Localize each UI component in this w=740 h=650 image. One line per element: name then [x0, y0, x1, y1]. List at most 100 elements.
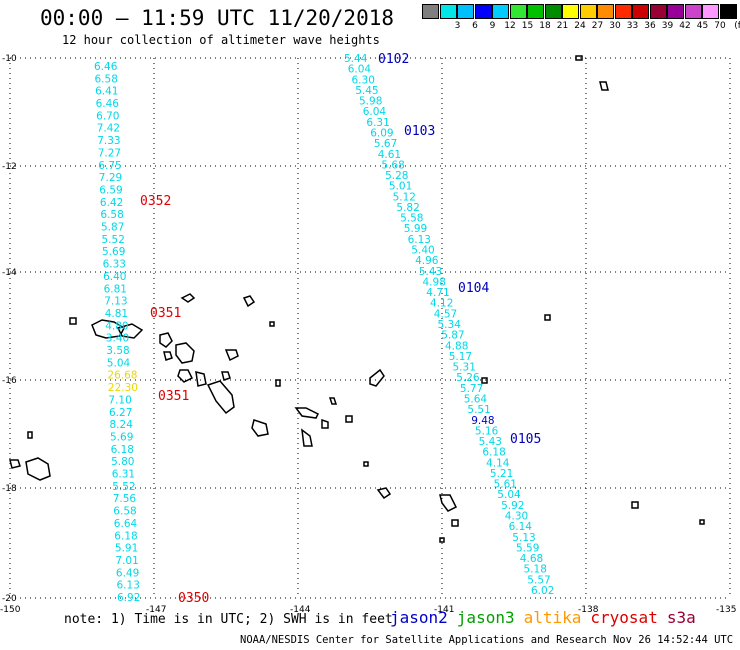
wave-height-value: 6.33 [103, 259, 126, 271]
lat-label: -18 [2, 484, 17, 494]
island [269, 321, 275, 327]
legend-swatch [579, 4, 597, 19]
lon-label: -144 [290, 605, 311, 615]
legend-label: 21 [556, 21, 569, 31]
legend-swatch [509, 4, 527, 19]
island [481, 377, 488, 384]
wave-height-value: 6.41 [95, 86, 118, 98]
island [345, 415, 353, 423]
island [631, 501, 639, 509]
wave-height-value: 5.13 [512, 532, 535, 544]
mission-name: jason2 [390, 608, 448, 627]
wave-height-value: 5.12 [393, 191, 416, 203]
legend-label: 30 [609, 21, 621, 31]
wave-height-value: 5.69 [110, 432, 133, 444]
wave-height-value: 5.64 [464, 394, 488, 406]
legend-swatch [684, 4, 702, 19]
legend-label: 3 [454, 21, 461, 31]
island [180, 293, 196, 303]
wave-height-value: 6.46 [96, 98, 120, 110]
wave-height-value: 6.02 [531, 585, 554, 597]
wave-height-value: 5.43 [419, 266, 442, 278]
legend-label: 15 [521, 21, 534, 31]
pass-label: 0102 [378, 52, 409, 67]
wave-height-value: 5.40 [411, 245, 434, 257]
island [376, 487, 392, 500]
wave-height-value: 6.13 [408, 234, 431, 246]
wave-height-value: 3.40 [106, 333, 129, 345]
wave-height-value: 7.56 [113, 493, 137, 505]
pass-label: 0104 [458, 281, 489, 296]
wave-height-value: 5.26 [456, 372, 480, 384]
wave-height-value: 6.14 [509, 521, 533, 533]
island [451, 519, 459, 527]
wave-height-value: 5.57 [527, 574, 550, 586]
island [69, 317, 77, 325]
wave-height-value: 5.69 [102, 246, 125, 258]
wave-height-value: 7.42 [97, 123, 120, 135]
wave-height-value: 7.33 [97, 135, 120, 147]
island [575, 55, 583, 61]
wave-height-value: 6.70 [96, 110, 119, 122]
pass-labels: 0102 0103 0104 0105 0352 0351 0351 0350 [140, 52, 541, 606]
wave-height-value: 6.31 [112, 469, 135, 481]
wave-height-value: 6.13 [117, 580, 140, 592]
pass-label: 0350 [178, 591, 209, 606]
island [27, 431, 33, 439]
wave-height-value: 6.09 [370, 128, 393, 140]
wave-height-value: 6.46 [94, 61, 118, 73]
wave-height-value: 5.31 [453, 362, 476, 374]
legend-swatch [597, 4, 614, 19]
mission-legend: jason2 jason3 altika cryosat s3a [390, 608, 705, 627]
mission-name: jason3 [456, 608, 515, 627]
wave-height-value: 5.51 [467, 404, 490, 416]
east-track: 5.446.046.305.455.986.046.316.095.674.61… [344, 53, 554, 597]
legend-swatch [649, 4, 667, 19]
lon-label: -150 [0, 605, 21, 615]
legend-label: 27 [591, 21, 604, 31]
legend-label: 45 [696, 21, 709, 31]
legend-label: 36 [644, 21, 656, 31]
island [328, 397, 338, 405]
page-subtitle: 12 hour collection of altimeter wave hei… [62, 33, 380, 47]
wave-height-value: 5.61 [494, 479, 517, 491]
island [206, 380, 235, 415]
wave-height-value: 4.30 [505, 511, 528, 523]
footer-credit: NOAA/NESDIS Center for Satellite Applica… [240, 634, 740, 646]
legend-swatch [544, 4, 562, 19]
island [301, 428, 313, 447]
legend-label: 9 [489, 21, 496, 31]
wave-height-value: 3.58 [106, 345, 129, 357]
island [699, 519, 705, 525]
legend-swatch [527, 4, 544, 19]
island [91, 319, 125, 339]
wave-height-value: 5.34 [438, 319, 462, 331]
wave-height-value: 5.17 [449, 351, 472, 363]
wave-height-value: 4.61 [378, 149, 401, 161]
island [195, 371, 207, 387]
wave-height-value: 4.88 [445, 340, 468, 352]
wave-height-value: 4.80 [105, 320, 128, 332]
wave-height-value: 5.80 [111, 456, 134, 468]
wave-height-value: 6.30 [352, 74, 375, 86]
page-title: 00:00 – 11:59 UTC 11/20/2018 [40, 6, 395, 30]
wave-height-value: 5.16 [475, 425, 499, 437]
wave-height-value: 6.58 [113, 506, 136, 518]
west-track: 6.466.586.416.466.707.427.337.276.757.29… [94, 61, 140, 604]
wave-height-value: 5.01 [389, 181, 412, 193]
island [369, 368, 385, 387]
wave-height-value: 6.92 [117, 592, 140, 604]
island [544, 314, 551, 321]
wave-height-value: 5.44 [344, 53, 368, 65]
wave-height-value: 5.58 [400, 213, 423, 225]
lat-lon-grid: -10 -12 -14 -16 -18 -20-150 -147 -144 -141 -138 -1… [0, 54, 736, 615]
legend-label: 12 [504, 21, 516, 31]
wave-height-value: 4.98 [423, 276, 446, 288]
legend-label: 24 [574, 21, 586, 31]
wave-height-value: 7.01 [115, 555, 138, 567]
wave-height-value: 4.81 [105, 308, 128, 320]
wave-height-value: 4.12 [430, 298, 453, 310]
mission-name: altika [523, 608, 582, 627]
legend-swatch [614, 4, 632, 19]
wave-height-value: 5.99 [404, 223, 427, 235]
